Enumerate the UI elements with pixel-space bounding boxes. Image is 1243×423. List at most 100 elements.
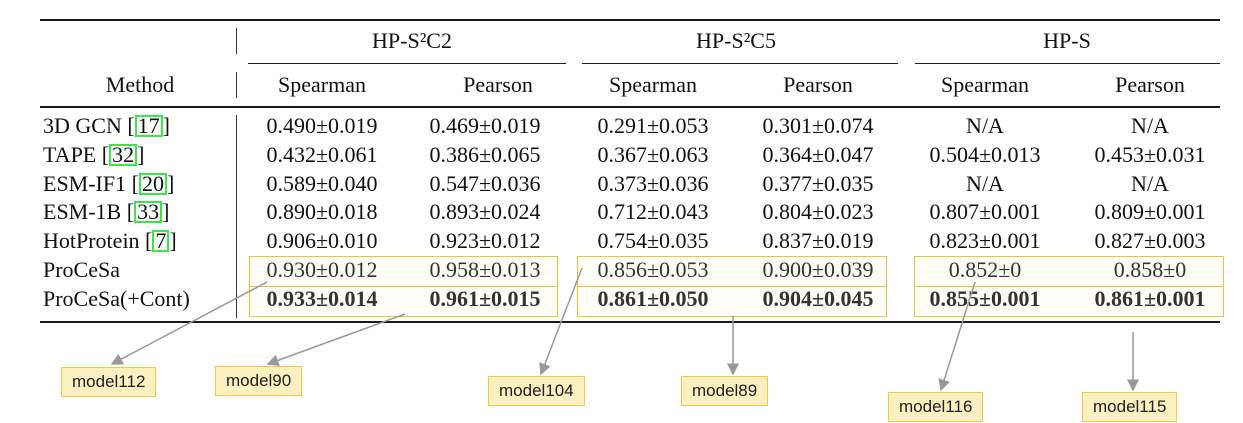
metric-header: Spearman (609, 72, 697, 97)
group-rule (248, 63, 566, 64)
method-name: ProCeSa (43, 257, 120, 283)
metric-header: Pearson (1115, 72, 1185, 97)
citation-bracket: ] (162, 199, 170, 224)
annotation-arrow (539, 267, 583, 376)
annotation-tag: model115 (1082, 392, 1178, 422)
table-cell: 0.377±0.035 (762, 171, 874, 196)
table-cell: 0.490±0.019 (266, 113, 378, 138)
table-cell: 0.906±0.010 (266, 228, 378, 253)
method-label: HotProtein [ (43, 228, 153, 253)
table-cell: 0.856±0.053 (597, 257, 709, 282)
group-header: HP-S (1043, 28, 1091, 53)
column-separator (236, 72, 237, 98)
table-cell: 0.364±0.047 (762, 142, 874, 167)
metric-header: Pearson (463, 72, 533, 97)
highlight-box (577, 286, 887, 317)
table-cell: 0.837±0.019 (762, 228, 874, 253)
highlight-box (577, 256, 887, 287)
column-separator (236, 28, 237, 54)
table-cell: 0.861±0.050 (597, 286, 709, 311)
table-cell: 0.861±0.001 (1094, 286, 1206, 311)
table-cell: 0.893±0.024 (429, 199, 541, 224)
table-cell: 0.712±0.043 (597, 199, 709, 224)
method-name: ESM-IF1 [20] (43, 171, 174, 197)
method-label: ESM-1B [ (43, 199, 135, 224)
table-cell: 0.961±0.015 (429, 286, 541, 311)
group-header: HP-S²C5 (696, 28, 776, 53)
table-cell: 0.930±0.012 (266, 257, 378, 282)
method-name: 3D GCN [17] (43, 113, 170, 139)
annotation-tag: model90 (215, 366, 303, 396)
table-cell: 0.852±0 (948, 257, 1022, 282)
annotation-arrow (266, 313, 406, 367)
table-cell: 0.958±0.013 (429, 257, 541, 282)
group-header: HP-S²C2 (372, 28, 452, 53)
bottom-rule (40, 321, 1220, 323)
citation-bracket: ] (166, 171, 175, 196)
metric-header: Spearman (941, 72, 1029, 97)
annotation-tag: model116 (888, 392, 984, 422)
table-cell: 0.373±0.036 (597, 171, 709, 196)
annotation-arrow (938, 281, 976, 392)
citation-bracket: ] (137, 142, 145, 167)
table-cell: 0.923±0.012 (429, 228, 541, 253)
annotation-tag: model104 (488, 376, 585, 406)
table-cell: 0.855±0.001 (929, 286, 1041, 311)
header-rule (40, 106, 1220, 108)
table-cell: N/A (966, 113, 1004, 138)
highlight-box (249, 286, 558, 317)
table-cell: 0.904±0.045 (762, 286, 874, 311)
table-cell: 0.823±0.001 (929, 228, 1041, 253)
method-name: HotProtein [7] (43, 228, 177, 254)
table-cell: 0.291±0.053 (597, 113, 709, 138)
table-cell: 0.432±0.061 (266, 142, 378, 167)
method-header: Method (105, 72, 175, 97)
table-cell: 0.900±0.039 (762, 257, 874, 282)
citation-bracket: ] (169, 228, 177, 253)
method-name: ESM-1B [33] (43, 199, 169, 225)
method-name: TAPE [32] (43, 142, 144, 168)
column-separator (236, 115, 237, 318)
table-cell: 0.858±0 (1113, 257, 1187, 282)
table-cell: 0.547±0.036 (429, 171, 541, 196)
table-cell: N/A (1131, 171, 1169, 196)
table-cell: N/A (966, 171, 1004, 196)
table-cell: 0.386±0.065 (429, 142, 541, 167)
metric-header: Pearson (783, 72, 853, 97)
table-cell: 0.890±0.018 (266, 199, 378, 224)
table-cell: 0.453±0.031 (1094, 142, 1206, 167)
citation-link[interactable]: 32 (109, 144, 138, 166)
metric-header: Spearman (278, 72, 366, 97)
method-label: TAPE [ (43, 142, 110, 167)
table-cell: 0.504±0.013 (929, 142, 1041, 167)
method-name: ProCeSa(+Cont) (43, 286, 190, 312)
table-cell: 0.807±0.001 (929, 199, 1041, 224)
annotation-tag: model89 (681, 376, 769, 406)
top-rule (40, 19, 1220, 21)
table-cell: 0.469±0.019 (429, 113, 541, 138)
table-cell: 0.933±0.014 (266, 286, 378, 311)
annotation-arrow (110, 281, 268, 365)
table-cell: 0.301±0.074 (762, 113, 874, 138)
highlight-box (914, 256, 1224, 287)
method-label: ProCeSa (43, 257, 120, 282)
annotation-tag: model112 (61, 367, 157, 397)
citation-link[interactable]: 7 (152, 230, 170, 252)
table-cell: 0.804±0.023 (762, 199, 874, 224)
table-cell: 0.589±0.040 (266, 171, 378, 196)
citation-link[interactable]: 20 (138, 173, 167, 195)
citation-bracket: ] (162, 113, 170, 138)
method-label: 3D GCN [ (43, 113, 135, 138)
table-cell: 0.367±0.063 (597, 142, 709, 167)
group-rule (915, 63, 1220, 64)
group-rule (582, 63, 898, 64)
table-cell: 0.809±0.001 (1094, 199, 1206, 224)
method-label: ProCeSa(+Cont) (43, 286, 190, 311)
table-cell: 0.754±0.035 (597, 228, 709, 253)
table-cell: 0.827±0.003 (1094, 228, 1206, 253)
table-cell: N/A (1131, 113, 1169, 138)
citation-link[interactable]: 17 (134, 115, 163, 137)
method-label: ESM-IF1 [ (43, 171, 139, 196)
citation-link[interactable]: 33 (134, 201, 163, 223)
